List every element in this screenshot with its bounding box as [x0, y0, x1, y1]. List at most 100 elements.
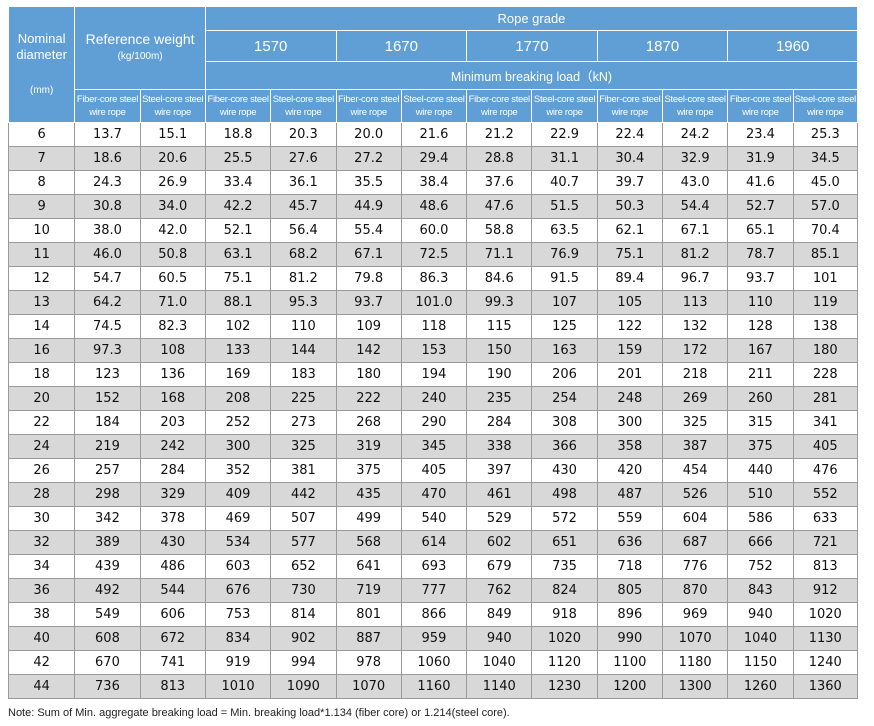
value-cell: 25.3 [792, 122, 859, 147]
diameter-cell: 32 [7, 530, 76, 555]
value-cell: 68.2 [270, 242, 337, 267]
value-cell: 358 [596, 434, 663, 459]
value-cell: 572 [531, 506, 598, 531]
value-cell: 549 [74, 602, 141, 627]
grade-1670-steel-core-header: Steel-core steel wire rope [400, 89, 468, 123]
value-cell: 405 [792, 434, 859, 459]
grade-1770-fiber-core-header: Fiber-core steel wire rope [466, 89, 533, 123]
value-cell: 18.8 [204, 122, 272, 147]
value-cell: 486 [139, 554, 206, 579]
value-cell: 24.3 [74, 170, 141, 195]
value-cell: 51.5 [531, 194, 598, 219]
value-cell: 172 [661, 338, 729, 363]
value-cell: 1200 [596, 674, 663, 699]
value-cell: 60.5 [139, 266, 206, 291]
value-cell: 109 [335, 314, 402, 339]
table-row: 8 24.3 26.9 33.4 36.1 35.5 38.4 37.6 40.7 39.7 43.… [7, 170, 859, 195]
value-cell: 534 [204, 530, 272, 555]
value-cell: 762 [466, 578, 533, 603]
value-cell: 52.1 [204, 218, 272, 243]
ref-weight-steel-core-header: Steel-core steel wire rope [139, 89, 206, 123]
value-cell: 257 [74, 458, 141, 483]
value-cell: 298 [74, 482, 141, 507]
value-cell: 169 [204, 362, 272, 387]
value-cell: 1090 [270, 674, 337, 699]
value-cell: 15.1 [139, 122, 206, 147]
value-cell: 78.7 [727, 242, 794, 267]
value-cell: 735 [531, 554, 598, 579]
diameter-cell: 20 [7, 386, 76, 411]
value-cell: 91.5 [531, 266, 598, 291]
value-cell: 81.2 [661, 242, 729, 267]
value-cell: 633 [792, 506, 859, 531]
value-cell: 79.8 [335, 266, 402, 291]
value-cell: 128 [727, 314, 794, 339]
grade-1570-header: 1570 [204, 30, 337, 62]
value-cell: 430 [531, 458, 598, 483]
grade-1670-header: 1670 [335, 30, 468, 62]
value-cell: 50.8 [139, 242, 206, 267]
value-cell: 97.3 [74, 338, 141, 363]
grade-1960-steel-core-header: Steel-core steel wire rope [792, 89, 859, 123]
value-cell: 420 [596, 458, 663, 483]
value-cell: 82.3 [139, 314, 206, 339]
value-cell: 101.0 [400, 290, 468, 315]
value-cell: 60.0 [400, 218, 468, 243]
value-cell: 65.1 [727, 218, 794, 243]
value-cell: 676 [204, 578, 272, 603]
value-cell: 718 [596, 554, 663, 579]
diameter-cell: 14 [7, 314, 76, 339]
grade-1960-header: 1960 [727, 30, 858, 62]
value-cell: 559 [596, 506, 663, 531]
value-cell: 252 [204, 410, 272, 435]
value-cell: 834 [204, 626, 272, 651]
value-cell: 568 [335, 530, 402, 555]
value-cell: 208 [204, 386, 272, 411]
grade-1770-steel-core-header: Steel-core steel wire rope [531, 89, 598, 123]
value-cell: 30.8 [74, 194, 141, 219]
value-cell: 242 [139, 434, 206, 459]
table-row: 40 608 672 834 902 887 959 940 1020 990 1070 1040 11… [7, 626, 859, 651]
value-cell: 1060 [400, 650, 468, 675]
value-cell: 693 [400, 554, 468, 579]
value-cell: 113 [661, 290, 729, 315]
value-cell: 20.6 [139, 146, 206, 171]
value-cell: 315 [727, 410, 794, 435]
value-cell: 240 [400, 386, 468, 411]
value-cell: 290 [400, 410, 468, 435]
table-row: 28 298 329 409 442 435 470 461 498 487 526 510 552 [7, 482, 859, 507]
value-cell: 22.9 [531, 122, 598, 147]
table-row: 12 54.7 60.5 75.1 81.2 79.8 86.3 84.6 91.5 89.4 96… [7, 266, 859, 291]
value-cell: 110 [270, 314, 337, 339]
value-cell: 918 [531, 602, 598, 627]
value-cell: 84.6 [466, 266, 533, 291]
value-cell: 108 [139, 338, 206, 363]
value-cell: 526 [661, 482, 729, 507]
value-cell: 813 [792, 554, 859, 579]
value-cell: 101 [792, 266, 859, 291]
value-cell: 203 [139, 410, 206, 435]
value-cell: 552 [792, 482, 859, 507]
value-cell: 85.1 [792, 242, 859, 267]
value-cell: 35.5 [335, 170, 402, 195]
value-cell: 50.3 [596, 194, 663, 219]
value-cell: 776 [661, 554, 729, 579]
grade-1570-steel-core-header: Steel-core steel wire rope [270, 89, 337, 123]
value-cell: 969 [661, 602, 729, 627]
table-row: 22 184 203 252 273 268 290 284 308 300 325 315 341 [7, 410, 859, 435]
value-cell: 338 [466, 434, 533, 459]
value-cell: 71.1 [466, 242, 533, 267]
value-cell: 805 [596, 578, 663, 603]
value-cell: 64.2 [74, 290, 141, 315]
diameter-cell: 6 [7, 122, 76, 147]
reference-weight-unit: (kg/100m) [117, 51, 163, 62]
value-cell: 777 [400, 578, 468, 603]
value-cell: 813 [139, 674, 206, 699]
value-cell: 1100 [596, 650, 663, 675]
value-cell: 43.0 [661, 170, 729, 195]
value-cell: 959 [400, 626, 468, 651]
value-cell: 38.0 [74, 218, 141, 243]
value-cell: 33.4 [204, 170, 272, 195]
value-cell: 180 [335, 362, 402, 387]
value-cell: 602 [466, 530, 533, 555]
